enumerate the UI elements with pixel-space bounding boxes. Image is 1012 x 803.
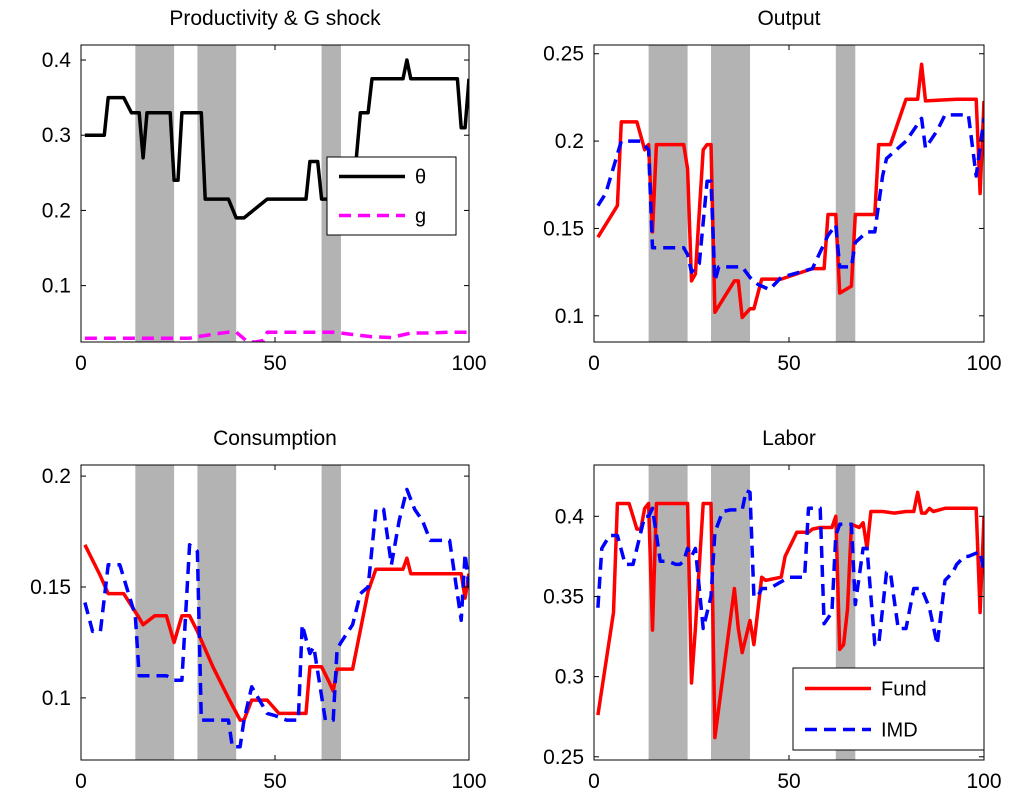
x-tick-label: 100 bbox=[451, 352, 486, 375]
y-tick-label: 0.25 bbox=[543, 746, 584, 769]
y-tick-label: 0.15 bbox=[30, 576, 71, 599]
x-tick-label: 50 bbox=[263, 770, 286, 793]
x-tick-label: 50 bbox=[263, 352, 286, 375]
x-tick-label: 0 bbox=[588, 770, 600, 793]
legend-label-fund: Fund bbox=[881, 679, 927, 701]
shaded-band bbox=[135, 465, 175, 760]
legend-box bbox=[326, 156, 457, 236]
legend: Fund IMD bbox=[792, 667, 985, 751]
chart-title: Labor bbox=[762, 427, 816, 450]
x-tick-label: 50 bbox=[777, 352, 800, 375]
x-tick-label: 100 bbox=[966, 352, 1001, 375]
y-tick-label: 0.35 bbox=[543, 585, 584, 608]
shaded-band bbox=[321, 465, 341, 760]
y-tick-label: 0.1 bbox=[42, 687, 71, 710]
series-line-g bbox=[84, 330, 469, 342]
y-tick-label: 0.15 bbox=[543, 217, 584, 240]
y-tick-label: 0.3 bbox=[555, 666, 584, 689]
y-tick-label: 0.2 bbox=[42, 465, 71, 488]
series-line-series bbox=[84, 58, 469, 220]
shaded-band bbox=[197, 465, 237, 760]
chart-panel-1: 0 50 100 0.1 0.2 0.3 0.4 Productivity & G shock… bbox=[42, 7, 487, 375]
legend-label-g: g bbox=[415, 206, 426, 228]
chart-title: Output bbox=[757, 7, 820, 30]
y-tick-label: 0.4 bbox=[555, 505, 585, 528]
chart-title: Consumption bbox=[213, 427, 337, 450]
chart-title: Productivity & G shock bbox=[169, 7, 381, 30]
x-tick-label: 100 bbox=[451, 770, 486, 793]
shaded-band bbox=[835, 45, 856, 342]
legend-label-imd: IMD bbox=[881, 720, 918, 742]
x-tick-label: 50 bbox=[777, 770, 800, 793]
y-tick-label: 0.1 bbox=[42, 275, 71, 298]
x-tick-label: 100 bbox=[966, 770, 1001, 793]
chart-panel-4: 0 50 100 0.25 0.3 0.35 0.4 Labor Fund IMD bbox=[543, 427, 1001, 793]
shaded-band bbox=[711, 45, 750, 342]
y-tick-label: 0.1 bbox=[555, 305, 584, 328]
y-tick-label: 0.3 bbox=[42, 124, 71, 147]
series-line-imd bbox=[83, 487, 469, 749]
series-line-imd bbox=[596, 113, 984, 292]
legend-box bbox=[792, 667, 985, 751]
chart-panel-3: 0 50 100 0.1 0.15 0.2 Consumption bbox=[30, 427, 486, 793]
x-tick-label: 0 bbox=[75, 770, 87, 793]
series-line-fund bbox=[83, 544, 469, 722]
series-line-fund bbox=[596, 490, 984, 740]
chart-panel-2: 0 50 100 0.1 0.15 0.2 0.25 Output bbox=[543, 7, 1001, 375]
y-tick-label: 0.4 bbox=[42, 49, 72, 72]
y-tick-label: 0.2 bbox=[555, 130, 584, 153]
shaded-band bbox=[135, 45, 175, 342]
series-line-imd bbox=[596, 488, 984, 647]
y-tick-label: 0.25 bbox=[543, 43, 584, 66]
y-tick-label: 0.2 bbox=[42, 199, 71, 222]
series-line-fund bbox=[596, 62, 984, 320]
legend-label-series: θ bbox=[415, 167, 426, 189]
x-tick-label: 0 bbox=[588, 352, 600, 375]
legend: θg bbox=[326, 156, 457, 236]
x-tick-label: 0 bbox=[75, 352, 87, 375]
